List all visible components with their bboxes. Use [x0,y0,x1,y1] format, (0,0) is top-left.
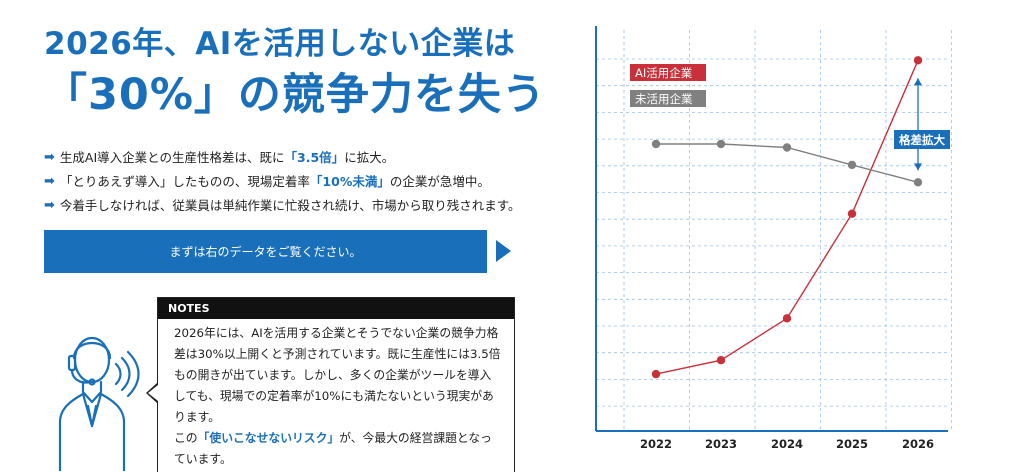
cta-button[interactable]: まずは右のデータをご覧ください。 [44,230,487,273]
data-point [716,139,726,149]
grid-vertical [623,30,952,431]
notes-highlight: 「使いこなせないリスク」 [197,431,340,445]
data-point [651,139,661,149]
data-point [847,209,857,218]
gap-annotation: 格差拡大 [894,78,950,171]
notes-tail-inner [148,385,158,401]
x-tick-label: 2022 [640,437,672,451]
data-point [847,160,857,170]
bullet-item: ➡ 生成AI導入企業との生産性格差は、既に 「3.5倍」 に拡大。 [44,146,521,170]
notes-body: 2026年には、AIを活用する企業とそうでない企業の競争力格差は30%以上開くと… [158,319,514,470]
x-tick-label: 2024 [771,437,803,451]
notes-box: NOTES 2026年には、AIを活用する企業とそうでない企業の競争力格差は30… [157,297,515,472]
data-point [913,178,923,187]
series-line [655,60,919,375]
notes-text-pre: この [174,431,198,445]
legend-label: AI活用企業 [635,66,693,80]
legend-label: 未活用企業 [635,92,693,106]
x-tick-label: 2023 [705,437,737,451]
x-tick-label: 2026 [902,437,934,451]
x-tick-labels: 2022 2023 2024 2025 2026 [640,437,934,451]
cta-label: まずは右のデータをご覧ください。 [169,245,362,259]
bullet-text-pre: 生成AI導入企業との生産性格差は、既に [59,150,285,165]
data-point [716,356,726,365]
arrow-right-icon: ➡ [44,150,55,165]
headset-person-icon [58,336,140,471]
bullet-text-pre: 今着手しなければ、従業員は単純作業に忙殺され続け、市場から取り残されます。 [59,198,521,213]
bullet-item: ➡ 「とりあえず導入」したものの、現場定着率 「10%未満」 の企業が急増中。 [44,170,521,194]
arrow-right-icon: ➡ [44,174,55,189]
annotation-label: 格差拡大 [899,133,945,147]
notes-paragraph: 2026年には、AIを活用する企業とそうでない企業の競争力格差は30%以上開くと… [174,326,501,424]
data-point [651,369,661,379]
bullet-highlight: 「10%未満」 [309,174,390,189]
bullet-highlight: 「3.5倍」 [284,150,345,165]
play-arrow-icon[interactable] [496,240,511,262]
bullet-list: ➡ 生成AI導入企業との生産性格差は、既に 「3.5倍」 に拡大。 ➡ 「とりあ… [44,146,521,218]
annotation-box [894,130,950,149]
notes-title: NOTES [158,298,514,319]
headline-line1: 2026年、AIを活用しない企業は [44,26,516,62]
series-layer [651,56,923,379]
legend-swatch [630,64,706,81]
data-point [782,143,792,152]
arrow-up-icon [914,78,922,86]
data-point [913,56,923,65]
notes-text-post: が、今最大の経営課題となっています。 [174,431,492,466]
bullet-text-pre: 「とりあえず導入」したものの、現場定着率 [59,174,310,189]
bullet-text-post: の企業が急増中。 [389,174,490,189]
bullet-text-post: に拡大。 [344,150,395,165]
x-tick-label: 2025 [836,437,868,451]
arrow-right-icon: ➡ [44,198,55,213]
headline: 2026年、AIを活用しない企業は [44,18,515,63]
arrow-down-icon [914,163,922,171]
notes-paragraph-2: この「使いこなせないリスク」が、今最大の経営課題となっています。 [174,428,502,470]
headline-line2: 「30%」の競争力を失う [44,70,546,120]
grid-horizontal [596,58,948,407]
bullet-item: ➡ 今着手しなければ、従業員は単純作業に忙殺され続け、市場から取り残されます。 [44,194,521,218]
legend-swatch [630,90,706,107]
data-point [782,314,792,323]
